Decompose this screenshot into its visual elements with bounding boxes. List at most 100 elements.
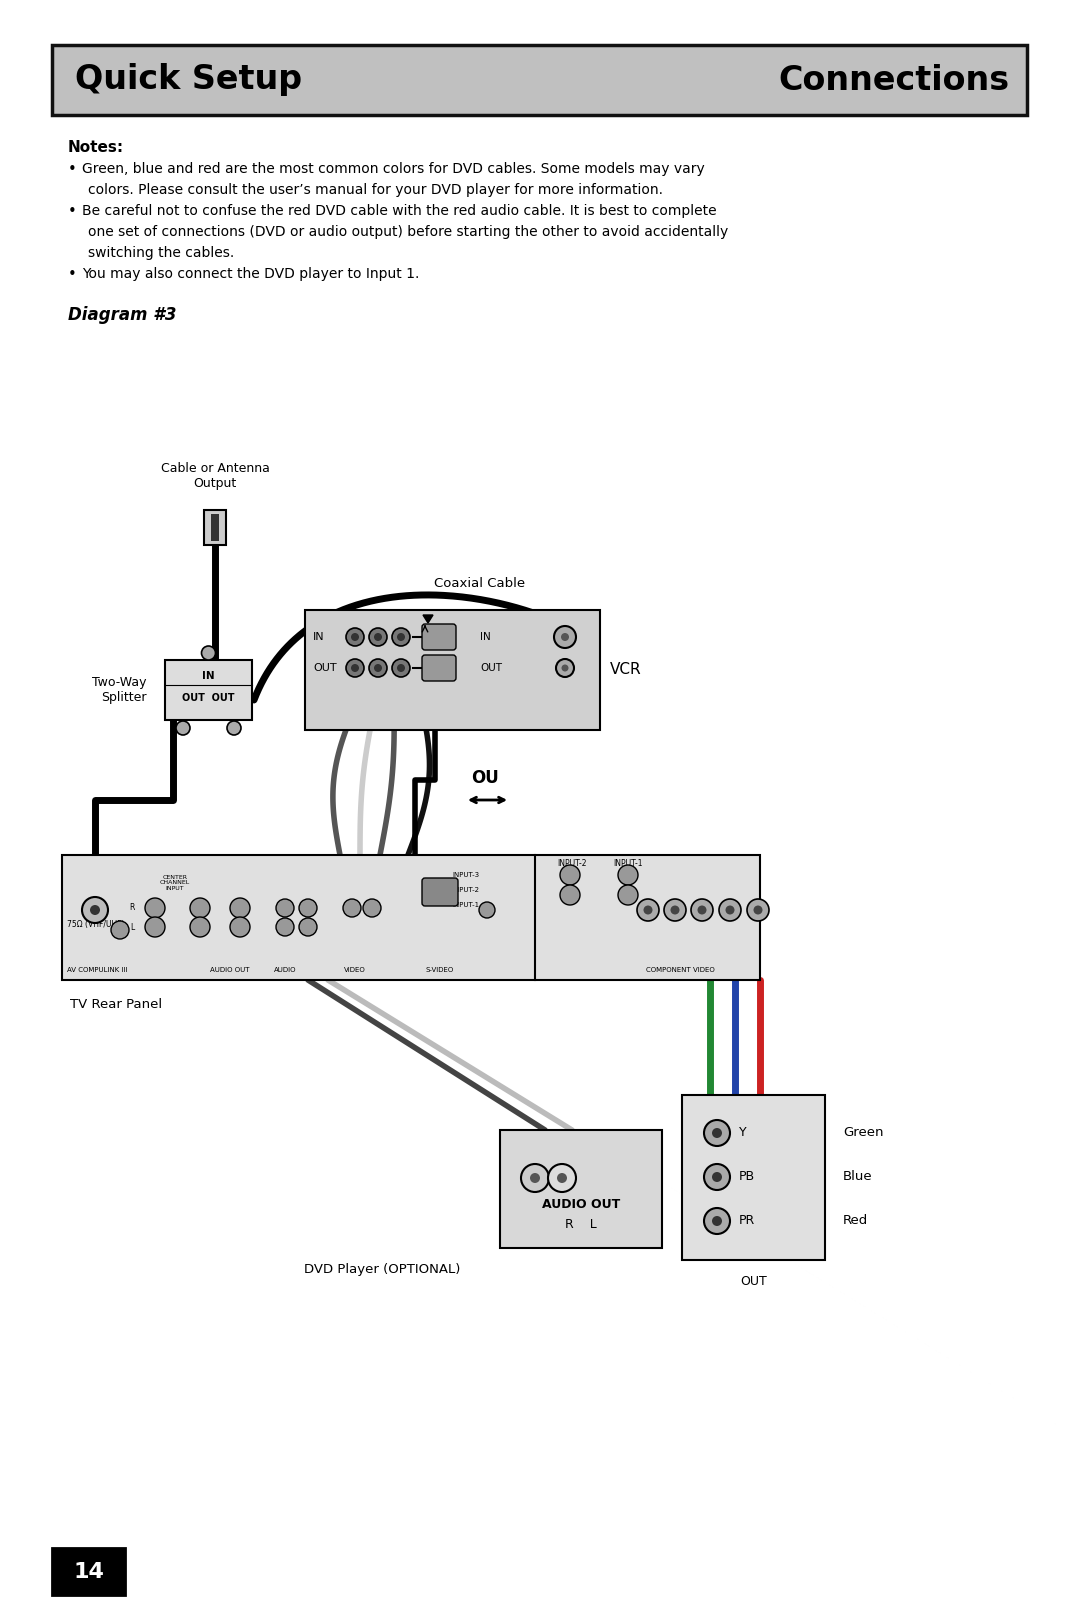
Text: Red: Red <box>843 1214 868 1227</box>
Circle shape <box>644 906 652 914</box>
Text: You may also connect the DVD player to Input 1.: You may also connect the DVD player to I… <box>82 266 419 281</box>
Text: S-VIDEO: S-VIDEO <box>426 967 454 974</box>
Circle shape <box>351 664 359 672</box>
Circle shape <box>202 646 216 659</box>
Text: INPUT-3: INPUT-3 <box>453 873 480 877</box>
Circle shape <box>480 901 495 917</box>
Text: IN: IN <box>313 632 325 642</box>
Circle shape <box>276 898 294 917</box>
Circle shape <box>726 906 734 914</box>
Circle shape <box>276 917 294 937</box>
Text: L: L <box>130 922 134 932</box>
Circle shape <box>369 659 387 677</box>
Circle shape <box>618 885 638 905</box>
Circle shape <box>561 865 580 885</box>
Text: IN: IN <box>480 632 490 642</box>
FancyBboxPatch shape <box>305 610 600 730</box>
FancyBboxPatch shape <box>422 654 456 682</box>
Circle shape <box>82 897 108 922</box>
Circle shape <box>698 906 706 914</box>
Text: R    L: R L <box>565 1219 597 1232</box>
Text: INPUT-1: INPUT-1 <box>613 858 643 868</box>
Text: OU: OU <box>471 768 499 788</box>
Text: Notes:: Notes: <box>68 140 124 156</box>
FancyBboxPatch shape <box>165 659 252 720</box>
Circle shape <box>691 898 713 921</box>
Circle shape <box>190 898 210 917</box>
Text: 14: 14 <box>73 1562 104 1582</box>
Circle shape <box>227 722 241 735</box>
Text: INPUT-2: INPUT-2 <box>453 887 480 893</box>
Text: one set of connections (DVD or audio output) before starting the other to avoid : one set of connections (DVD or audio out… <box>87 225 728 239</box>
Circle shape <box>299 898 318 917</box>
Text: R: R <box>130 903 135 913</box>
Text: VCR: VCR <box>610 662 642 677</box>
Circle shape <box>704 1208 730 1233</box>
Text: Blue: Blue <box>843 1171 873 1184</box>
Circle shape <box>561 634 569 642</box>
Circle shape <box>671 906 679 914</box>
Text: 75Ω (VHF/UHF): 75Ω (VHF/UHF) <box>67 921 124 929</box>
Circle shape <box>712 1128 723 1137</box>
Circle shape <box>374 664 382 672</box>
Text: OUT: OUT <box>480 662 502 674</box>
Circle shape <box>343 898 361 917</box>
Circle shape <box>176 722 190 735</box>
FancyBboxPatch shape <box>422 877 458 906</box>
Circle shape <box>719 898 741 921</box>
FancyBboxPatch shape <box>422 624 456 650</box>
Circle shape <box>230 898 249 917</box>
Text: VIDEO: VIDEO <box>345 967 366 974</box>
Text: TV Rear Panel: TV Rear Panel <box>70 998 162 1011</box>
Circle shape <box>754 906 762 914</box>
Circle shape <box>145 917 165 937</box>
Text: •: • <box>68 204 77 220</box>
Circle shape <box>346 629 364 646</box>
Circle shape <box>299 917 318 937</box>
Polygon shape <box>423 614 433 622</box>
Text: IN: IN <box>202 670 215 682</box>
Circle shape <box>521 1165 549 1192</box>
FancyBboxPatch shape <box>52 45 1027 115</box>
Circle shape <box>369 629 387 646</box>
FancyBboxPatch shape <box>62 855 760 980</box>
Text: OUT: OUT <box>313 662 337 674</box>
Circle shape <box>392 629 410 646</box>
FancyBboxPatch shape <box>681 1096 825 1261</box>
Text: Green, blue and red are the most common colors for DVD cables. Some models may v: Green, blue and red are the most common … <box>82 162 705 176</box>
Circle shape <box>562 664 568 672</box>
FancyBboxPatch shape <box>204 510 226 545</box>
Circle shape <box>397 634 405 642</box>
FancyBboxPatch shape <box>211 513 219 541</box>
Circle shape <box>712 1173 723 1182</box>
Text: OUT: OUT <box>740 1275 767 1288</box>
FancyBboxPatch shape <box>52 1548 125 1594</box>
Circle shape <box>111 921 129 938</box>
Text: DVD Player (OPTIONAL): DVD Player (OPTIONAL) <box>303 1262 460 1277</box>
Text: •: • <box>68 162 77 176</box>
Circle shape <box>637 898 659 921</box>
Circle shape <box>351 634 359 642</box>
Circle shape <box>230 917 249 937</box>
FancyBboxPatch shape <box>500 1129 662 1248</box>
Text: INPUT-1: INPUT-1 <box>453 901 480 908</box>
Circle shape <box>363 898 381 917</box>
Circle shape <box>90 905 100 914</box>
Text: Green: Green <box>843 1126 883 1139</box>
Text: AUDIO OUT: AUDIO OUT <box>542 1198 620 1211</box>
Circle shape <box>397 664 405 672</box>
Circle shape <box>664 898 686 921</box>
Text: switching the cables.: switching the cables. <box>87 245 234 260</box>
Circle shape <box>704 1165 730 1190</box>
Text: Coaxial Cable: Coaxial Cable <box>434 577 526 590</box>
Text: Connections: Connections <box>779 64 1010 96</box>
Circle shape <box>618 865 638 885</box>
Text: AUDIO: AUDIO <box>273 967 296 974</box>
Circle shape <box>392 659 410 677</box>
Text: PB: PB <box>739 1171 755 1184</box>
Circle shape <box>145 898 165 917</box>
Text: AUDIO OUT: AUDIO OUT <box>211 967 249 974</box>
Text: Be careful not to confuse the red DVD cable with the red audio cable. It is best: Be careful not to confuse the red DVD ca… <box>82 204 717 218</box>
Circle shape <box>557 1173 567 1184</box>
Circle shape <box>561 885 580 905</box>
